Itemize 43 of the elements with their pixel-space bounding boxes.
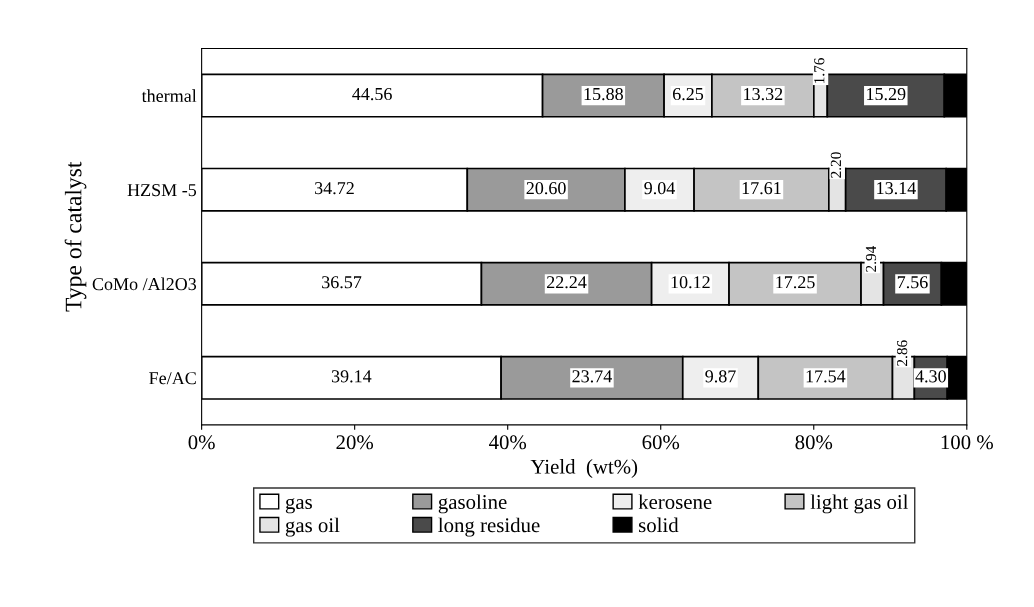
data-label: 9.04	[644, 182, 676, 195]
data-label: 13.32	[744, 87, 783, 101]
legend-label: solid	[639, 517, 679, 533]
y-tick-label: thermal	[141, 89, 197, 103]
data-label: 2.20	[830, 152, 842, 178]
x-tick-label: 60%	[642, 435, 680, 450]
data-label: 1.76	[814, 58, 825, 83]
data-label: 39.14	[331, 370, 372, 383]
data-label: 23.74	[572, 370, 612, 383]
x-tick-label: 40%	[489, 435, 527, 450]
legend-label: long residue	[438, 517, 540, 537]
x-tick-label: 80%	[795, 435, 833, 450]
legend-label: gas oil	[285, 517, 340, 537]
data-label: 17.54	[806, 370, 846, 383]
data-label: 22.24	[547, 276, 587, 289]
data-label: 2.94	[865, 245, 877, 272]
data-label: 7.56	[897, 276, 928, 289]
legend-label: kerosene	[638, 494, 712, 510]
legend-label: light gas oil	[810, 494, 909, 514]
y-tick-label: HZSM -5	[127, 184, 197, 197]
data-label: 9.87	[705, 370, 736, 383]
data-label: 15.29	[867, 87, 906, 101]
x-tick-label: 100 %	[941, 435, 993, 450]
x-axis-title: Yield (wt%)	[530, 459, 638, 478]
data-label: 10.12	[671, 276, 710, 289]
data-label: 17.61	[742, 182, 781, 195]
data-label: 13.14	[877, 182, 916, 195]
data-label: 4.30	[915, 370, 946, 383]
data-label: 44.56	[352, 87, 392, 101]
y-tick-label: Fe/AC	[149, 372, 196, 385]
data-label: 2.86	[896, 340, 908, 366]
legend-label: gas	[285, 498, 312, 514]
data-label: 6.25	[672, 87, 704, 101]
y-tick-label: CoMo /Al2O3	[92, 277, 197, 291]
y-axis-title: Type of catalyst	[64, 161, 87, 312]
data-label: 20.60	[526, 182, 566, 195]
x-tick-label: 0%	[188, 435, 215, 450]
data-label: 17.25	[776, 276, 815, 289]
data-label: 15.88	[584, 87, 623, 101]
x-tick-label: 20%	[336, 435, 374, 450]
data-label: 34.72	[315, 182, 354, 195]
data-label: 36.57	[322, 276, 362, 289]
legend-label: gasoline	[438, 494, 507, 514]
